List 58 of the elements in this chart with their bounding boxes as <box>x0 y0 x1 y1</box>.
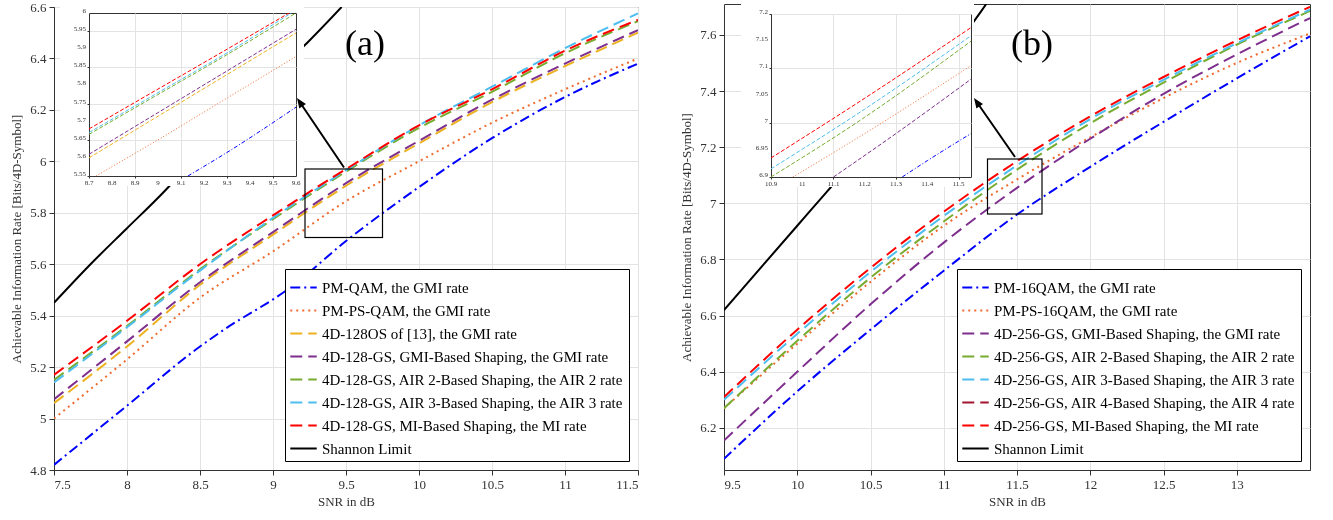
legend-label: PM-PS-QAM, the GMI rate <box>322 302 491 319</box>
y-tick-label: 7.4 <box>700 83 717 99</box>
legend-label: 4D-128-GS, MI-Based Shaping, the MI rate <box>322 417 587 434</box>
x-tick-label: 11 <box>559 476 572 492</box>
legend-label: 4D-256-GS, AIR 4-Based Shaping, the AIR 4 rate <box>994 394 1295 411</box>
x-tick-label: 9 <box>270 476 277 492</box>
legend-label: PM-16QAM, the GMI rate <box>994 279 1156 296</box>
legend-label: PM-PS-16QAM, the GMI rate <box>994 302 1178 319</box>
x-tick-label: 11.5 <box>616 476 639 492</box>
legend-label: 4D-128-GS, AIR 3-Based Shaping, the AIR 3 rate <box>322 394 623 411</box>
x-tick-label: 12.5 <box>1152 476 1176 492</box>
x-tick-label: 10.5 <box>481 476 504 492</box>
legend-label: Shannon Limit <box>322 440 413 457</box>
legend-label: 4D-128-GS, GMI-Based Shaping, the GMI rate <box>322 348 609 365</box>
y-tick-label: 5.4 <box>30 308 47 324</box>
legend-label: Shannon Limit <box>994 440 1085 457</box>
legend-label: 4D-256-GS, MI-Based Shaping, the MI rate <box>994 417 1259 434</box>
annotation: (a) <box>345 23 385 63</box>
y-axis-title: Achievable Information Rate [Bits/4D-Symbol] <box>679 113 695 362</box>
y-axis-title: Achievable Information Rate [Bits/4D-Symbol] <box>9 114 25 364</box>
legend-label: 4D-256-GS, AIR 2-Based Shaping, the AIR 2 rate <box>994 348 1295 365</box>
x-tick-label: 8.5 <box>192 476 209 492</box>
y-tick-label: 6.4 <box>700 364 717 380</box>
y-tick-label: 7.2 <box>700 139 717 155</box>
x-tick-label: 10.5 <box>859 476 883 492</box>
legend-label: 4D-128-GS, AIR 2-Based Shaping, the AIR 2 rate <box>322 371 623 388</box>
line-series <box>95 55 296 176</box>
y-tick-label: 7 <box>710 195 717 211</box>
y-tick-label: 6.2 <box>700 420 717 436</box>
y-tick-label: 7.6 <box>700 27 717 43</box>
y-tick-label: 5.2 <box>30 359 47 375</box>
x-axis-title: SNR in dB <box>988 493 1047 509</box>
y-tick-label: 6 <box>40 153 47 169</box>
legend-label: 4D-256-GS, AIR 3-Based Shaping, the AIR 3 rate <box>994 371 1295 388</box>
y-tick-label: 5.8 <box>30 205 47 221</box>
y-tick-label: 5 <box>40 411 47 427</box>
y-tick-label: 5.6 <box>30 256 47 272</box>
y-tick-label: 6.2 <box>30 102 47 118</box>
x-tick-label: 11 <box>937 476 951 492</box>
y-tick-label: 6.6 <box>700 308 717 324</box>
x-tick-label: 10 <box>413 476 426 492</box>
x-tick-label: 9.5 <box>338 476 355 492</box>
legend-label: PM-QAM, the GMI rate <box>322 279 469 296</box>
x-tick-label: 9.5 <box>724 476 741 492</box>
annotation: (b) <box>1011 23 1053 63</box>
x-tick-label: 11.5 <box>1006 476 1029 492</box>
legend-label: 4D-128OS of [13], the GMI rate <box>322 325 518 342</box>
y-tick-label: 6.8 <box>700 251 717 267</box>
x-axis-title: SNR in dB <box>317 493 376 509</box>
x-tick-label: 13 <box>1230 476 1244 492</box>
y-tick-label: 6.6 <box>30 0 47 15</box>
y-tick-label: 6.4 <box>30 50 47 66</box>
x-tick-label: 7.5 <box>54 476 71 492</box>
legend-label: 4D-256-GS, GMI-Based Shaping, the GMI rate <box>994 325 1281 342</box>
y-tick-label: 4.8 <box>30 462 47 478</box>
x-tick-label: 10 <box>791 476 805 492</box>
x-tick-label: 8 <box>124 476 131 492</box>
x-tick-label: 12 <box>1084 476 1098 492</box>
